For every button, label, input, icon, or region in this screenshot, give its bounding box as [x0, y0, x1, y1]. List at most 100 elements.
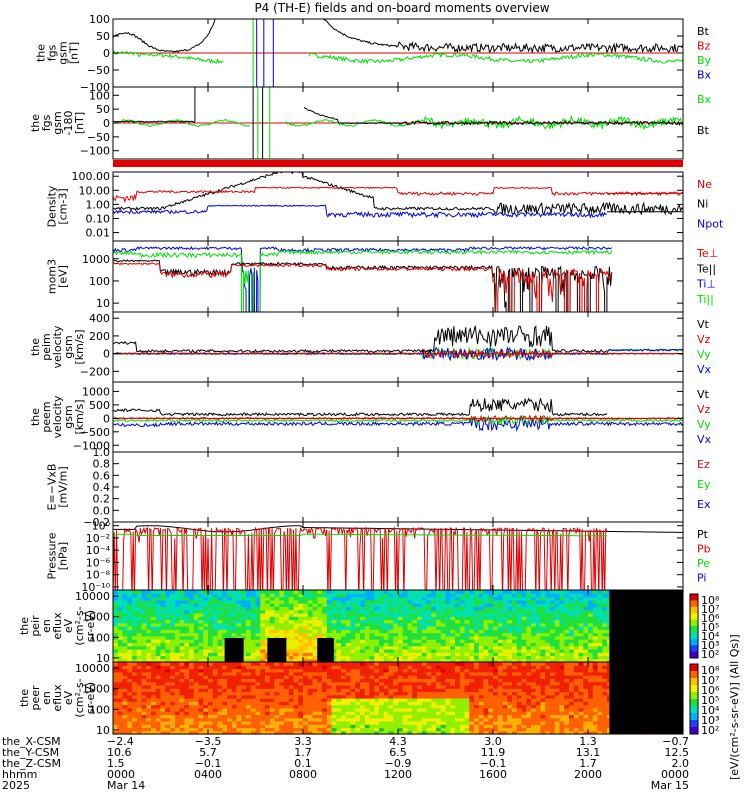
spectrogram-cell	[170, 648, 176, 653]
spectrogram-cell	[165, 698, 171, 702]
spectrogram-cell	[212, 658, 219, 663]
spectrogram-cell	[203, 593, 209, 598]
spectrogram-cell	[293, 724, 299, 729]
spectrogram-cell	[236, 596, 242, 601]
spectrogram-cell	[516, 698, 523, 702]
spectrogram-cell	[255, 704, 261, 709]
spectrogram-cell	[350, 698, 356, 702]
spectrogram-cell	[445, 658, 451, 663]
spectrogram-cell	[155, 593, 162, 598]
spectrogram-cell	[360, 622, 366, 627]
spectrogram-cell	[488, 681, 494, 686]
spectrogram-cell	[464, 684, 470, 689]
spectrogram-cell	[426, 720, 432, 725]
spectrogram-cell	[288, 681, 295, 686]
spectrogram-cell	[151, 629, 157, 634]
spectrogram-cell	[184, 609, 190, 614]
spectrogram-cell	[412, 665, 418, 670]
spectrogram-cell	[274, 622, 280, 627]
spectrogram-cell	[445, 714, 451, 719]
spectrogram-cell	[488, 720, 494, 725]
spectrogram-cell	[412, 629, 418, 634]
spectrogram-cell	[364, 626, 371, 630]
spectrogram-cell	[450, 648, 456, 653]
spectrogram-cell	[573, 652, 580, 657]
spectrogram-cell	[141, 593, 147, 598]
spectrogram-cell	[341, 730, 347, 735]
spectrogram-cell	[236, 701, 242, 706]
spectrogram-cell	[189, 681, 195, 686]
spectrogram-cell	[208, 665, 214, 670]
spectrogram-cell	[165, 691, 171, 696]
spectrogram-cell	[402, 619, 409, 624]
legend-entry: Ni	[697, 198, 708, 211]
spectrogram-cell	[369, 691, 375, 696]
spectrogram-cell	[113, 606, 119, 611]
spectrogram-cell	[122, 717, 128, 722]
spectrogram-cell	[312, 632, 318, 637]
spectrogram-cell	[317, 606, 323, 611]
spectrogram-cell	[284, 593, 290, 598]
spectrogram-cell	[388, 606, 394, 611]
spectrogram-cell	[303, 609, 309, 614]
spectrogram-cell	[345, 635, 352, 640]
spectrogram-cell	[369, 590, 375, 594]
spectrogram-cell	[383, 665, 390, 670]
y-tick-label: 10000	[75, 590, 110, 603]
spectrogram-cell	[350, 711, 356, 715]
spectrogram-cell	[236, 662, 242, 666]
spectrogram-cell	[535, 612, 542, 617]
spectrogram-cell	[307, 701, 314, 706]
spectrogram-cell	[312, 622, 318, 627]
spectrogram-cell	[360, 655, 366, 660]
spectrogram-cell	[345, 642, 352, 647]
spectrogram-cell	[208, 590, 214, 594]
spectrogram-cell	[417, 704, 423, 709]
spectrogram-cell	[502, 658, 508, 663]
spectrogram-cell	[578, 590, 584, 594]
spectrogram-cell	[421, 655, 428, 660]
spectrogram-cell	[531, 606, 537, 611]
spectrogram-cell	[440, 665, 447, 670]
spectrogram-cell	[345, 704, 352, 709]
low-count-region	[267, 638, 287, 662]
spectrogram-cell	[379, 724, 385, 729]
spectrogram-cell	[174, 684, 181, 689]
spectrogram-cell	[331, 724, 337, 729]
spectrogram-cell	[407, 671, 413, 676]
spectrogram-cell	[155, 665, 162, 670]
spectrogram-cell	[578, 648, 584, 653]
spectrogram-cell	[407, 629, 413, 634]
spectrogram-cell	[288, 730, 295, 735]
spectrogram-cell	[222, 603, 228, 607]
spectrogram-cell	[535, 603, 542, 607]
spectrogram-cell	[531, 648, 537, 653]
spectrogram-cell	[573, 593, 580, 598]
spectrogram-cell	[464, 688, 470, 693]
spectrogram-cell	[483, 698, 489, 702]
spectrogram-cell	[336, 711, 342, 715]
spectrogram-cell	[113, 675, 119, 679]
spectrogram-cell	[160, 668, 166, 673]
spectrogram-cell	[569, 645, 575, 650]
legend-entry: Vx	[697, 433, 712, 446]
spectrogram-cell	[179, 612, 185, 617]
spectrogram-cell	[341, 684, 347, 689]
spectrogram-cell	[322, 701, 328, 706]
spectrogram-cell	[436, 724, 442, 729]
spectrogram-cell	[307, 645, 314, 650]
spectrogram-cell	[336, 652, 342, 657]
spectrogram-cell	[208, 626, 214, 630]
spectrogram-cell	[288, 619, 295, 624]
spectrogram-cell	[113, 688, 119, 693]
spectrogram-cell	[170, 652, 176, 657]
spectrogram-cell	[364, 658, 371, 663]
spectrogram-cell	[488, 632, 494, 637]
spectrogram-cell	[284, 714, 290, 719]
spectrogram-cell	[222, 720, 228, 725]
y-axis-label: velocity	[51, 325, 64, 368]
spectrogram-cell	[412, 668, 418, 673]
y-tick-label: 10⁻⁸	[86, 569, 111, 582]
spectrogram-cell	[132, 717, 138, 722]
spectrogram-cell	[364, 688, 371, 693]
